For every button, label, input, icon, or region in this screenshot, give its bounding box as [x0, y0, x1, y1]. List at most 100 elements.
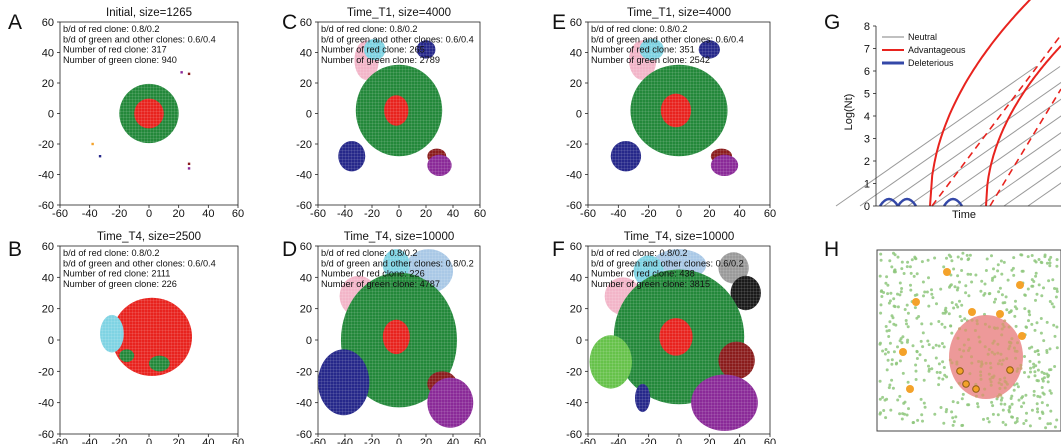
cell-dot — [950, 361, 954, 365]
neutral-line — [1003, 165, 1061, 207]
y-tick-label: 0 — [306, 109, 312, 121]
cell-dot — [896, 345, 899, 349]
annotation-line: b/d of green and other clones: 0.6/0.2 — [591, 258, 744, 268]
cell-dot — [926, 339, 930, 343]
advantageous-asymptote — [989, 88, 1061, 207]
cell-dot — [929, 322, 933, 326]
cell-dot — [938, 371, 942, 374]
cell-dot — [1044, 426, 1048, 430]
cell-dot — [1055, 258, 1059, 262]
cell-dot — [1042, 376, 1046, 380]
mutant-cell — [912, 298, 920, 306]
cell-dot — [1007, 347, 1011, 351]
cell-dot — [898, 394, 902, 398]
x-tick-label: 20 — [173, 208, 185, 220]
y-tick-label: 40 — [300, 48, 312, 60]
cell-dot — [1052, 305, 1056, 309]
x-tick-label: -60 — [52, 208, 68, 220]
annotation-line: Number of red clone: 438 — [591, 269, 695, 279]
cell-dot — [886, 292, 890, 296]
y-tick-label: -40 — [566, 170, 582, 182]
y-tick-label: 40 — [570, 272, 582, 284]
y-tick-label: 40 — [42, 48, 54, 60]
cell-dot — [886, 350, 890, 354]
g-x-label: Time — [952, 209, 976, 221]
cell-dot — [888, 259, 892, 263]
cell-dot — [950, 331, 954, 335]
cell-dot — [1027, 310, 1031, 314]
cell-dot — [1048, 389, 1052, 393]
cell-dot — [1030, 322, 1034, 326]
annotation-line: b/d of red clone: 0.8/0.2 — [321, 248, 418, 258]
cell-dot — [1000, 272, 1004, 276]
cell-dot — [996, 362, 1000, 366]
cell-dot — [1036, 410, 1040, 414]
cell-dot — [1055, 287, 1059, 291]
cell-dot — [939, 287, 943, 291]
cell-dot — [995, 397, 999, 401]
cell-dot — [1032, 362, 1036, 366]
cell-dot — [1028, 359, 1032, 363]
cell-dot — [1000, 396, 1004, 400]
y-tick-label: 0 — [48, 335, 54, 347]
x-tick-label: -60 — [580, 437, 596, 444]
cell-dot — [1015, 349, 1019, 353]
cell-dot — [1036, 394, 1040, 398]
cell-dot — [935, 370, 939, 374]
cell-dot — [958, 348, 962, 351]
annotation-line: Number of green clone: 4787 — [321, 279, 440, 289]
cell-dot — [1028, 346, 1031, 350]
cell-dot — [996, 395, 1000, 399]
cell-dot — [921, 331, 925, 335]
clone-texture — [718, 341, 755, 380]
cell-dot — [1049, 255, 1053, 259]
clone-texture — [589, 335, 632, 389]
panel-title: Time_T1, size=4000 — [627, 7, 731, 19]
cell-dot — [961, 392, 965, 396]
y-tick-label: 60 — [42, 241, 54, 253]
cell-dot — [879, 258, 883, 262]
x-tick-label: -40 — [82, 437, 98, 444]
y-tick-label: 60 — [570, 17, 582, 29]
cell-dot — [963, 317, 967, 321]
cell-dot — [984, 269, 988, 272]
cell-dot — [898, 412, 902, 416]
x-tick-label: 20 — [173, 437, 185, 444]
cell-dot — [1036, 349, 1040, 353]
cell-dot — [914, 257, 918, 261]
cell-dot — [1010, 268, 1014, 272]
cell-dot — [883, 352, 887, 356]
cell-dot — [958, 327, 961, 331]
cell-dot — [958, 299, 961, 303]
x-tick-label: -40 — [610, 208, 626, 220]
cell-dot — [1048, 300, 1052, 303]
cell-dot — [1033, 350, 1037, 354]
y-tick-label: -40 — [296, 170, 312, 182]
x-tick-label: 40 — [202, 437, 214, 444]
annotation-line: b/d of red clone: 0.8/0.2 — [63, 248, 160, 258]
cell-dot — [885, 329, 889, 333]
cell-dot — [1051, 278, 1055, 282]
cell-dot — [954, 415, 958, 419]
cell-dot — [994, 297, 997, 301]
cell-dot — [998, 378, 1002, 381]
x-tick-label: 0 — [146, 437, 152, 444]
cell-dot — [977, 335, 981, 339]
x-tick-label: 20 — [420, 437, 432, 444]
clone-texture — [660, 93, 692, 128]
x-tick-label: 60 — [474, 208, 486, 220]
clone-texture — [119, 349, 135, 362]
cell-dot — [922, 294, 925, 298]
cell-dot — [987, 420, 991, 424]
cell-dot — [979, 370, 983, 374]
x-tick-label: -20 — [364, 437, 380, 444]
clone-texture — [659, 318, 693, 356]
cell-dot — [961, 251, 965, 255]
cell-dot — [905, 265, 909, 269]
cell-dot — [1040, 386, 1044, 389]
cell-dot — [996, 342, 1000, 346]
cell-dot — [1036, 407, 1039, 411]
cell-dot — [1043, 255, 1047, 259]
panel-g: G 8 7 6 5 4 3 2 1 0 Log(Nt) Time Neutral Advanta… — [824, 0, 1061, 221]
cell-dot — [937, 362, 941, 366]
